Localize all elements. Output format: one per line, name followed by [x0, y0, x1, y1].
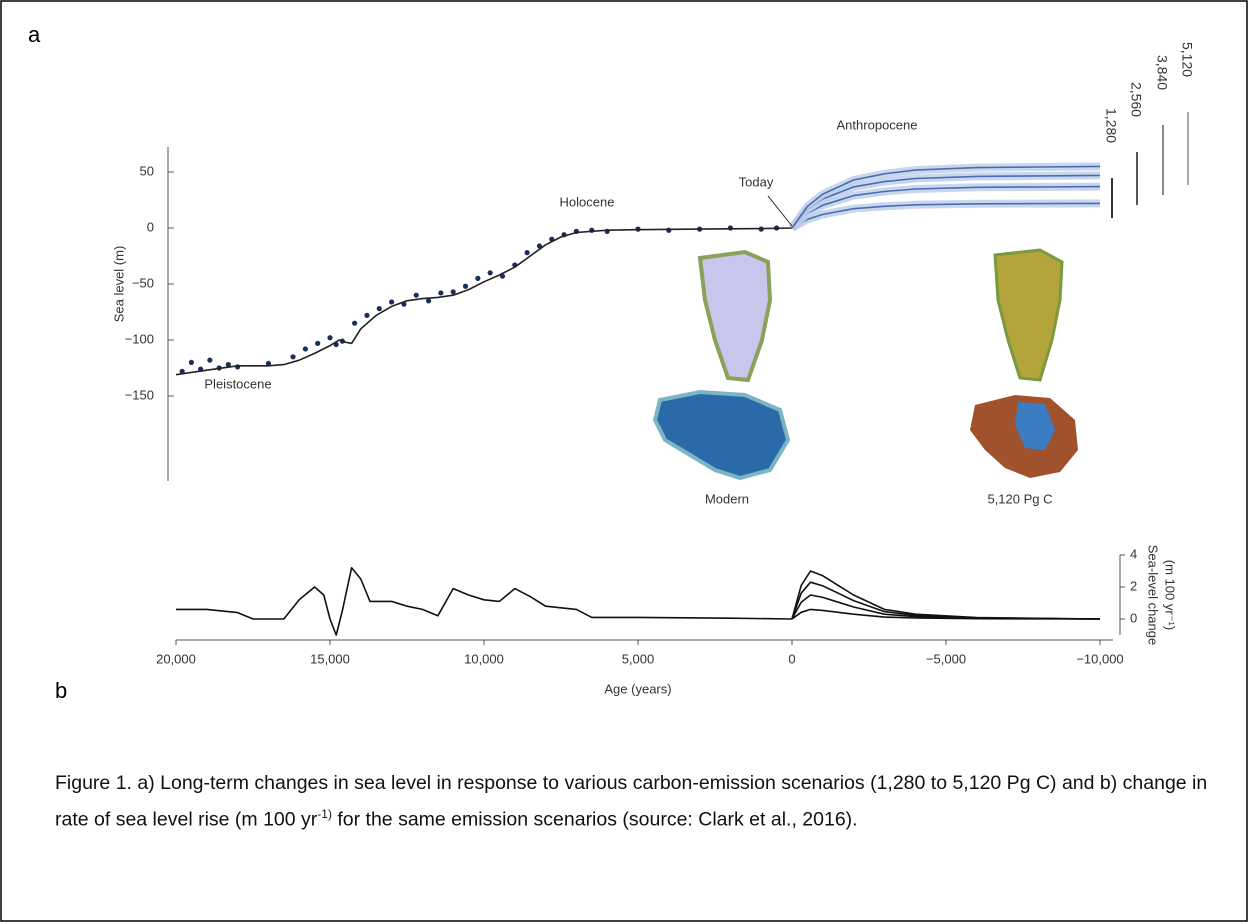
legend-label: 5,120: [1179, 42, 1195, 77]
y-axis-title: Sea level (m): [111, 246, 126, 323]
legend-label: 2,560: [1128, 82, 1144, 117]
x-tick-label: −10,000: [1076, 651, 1123, 666]
annotation: 5,120 Pg C: [987, 491, 1052, 506]
data-point: [364, 313, 369, 318]
legend-label: 3,840: [1154, 55, 1170, 90]
caption-text: for the same emission scenarios (source:…: [332, 809, 858, 831]
annotation: Modern: [705, 491, 749, 506]
panel-label: b: [55, 678, 67, 703]
x-tick-label: 15,000: [310, 651, 350, 666]
caption: Figure 1. a) Long-term changes in sea le…: [55, 768, 1235, 836]
page: {"panel_labels": ["a", "b"], "caption": …: [0, 0, 1248, 922]
y-axis-title: (m 100 yr⁻¹): [1163, 560, 1178, 630]
data-point: [290, 354, 295, 359]
y-tick-label: −100: [125, 331, 154, 346]
ice-sheet-illustrations: [655, 250, 1078, 478]
antarctica-modern: [655, 392, 788, 478]
annotation-pointer: [768, 196, 792, 226]
data-point: [352, 321, 357, 326]
y-tick-label: 50: [140, 163, 154, 178]
greenland-future: [995, 250, 1062, 380]
y-tick-label: −50: [132, 275, 154, 290]
annotation: Today: [739, 174, 774, 189]
data-point: [389, 299, 394, 304]
x-tick-label: 10,000: [464, 651, 504, 666]
data-line: [792, 582, 1100, 619]
data-point: [525, 250, 530, 255]
data-point: [189, 360, 194, 365]
data-point: [666, 228, 671, 233]
data-point: [475, 276, 480, 281]
data-point: [327, 335, 332, 340]
data-line: [176, 568, 792, 635]
caption-superscript: -1): [317, 807, 332, 821]
y-tick-label: 4: [1130, 546, 1137, 561]
data-point: [463, 284, 468, 289]
x-tick-label: 5,000: [622, 651, 655, 666]
y-axis-title: Sea-level change: [1146, 545, 1161, 645]
data-point: [488, 270, 493, 275]
x-tick-label: 0: [788, 651, 795, 666]
x-tick-label: 20,000: [156, 651, 196, 666]
uncertainty-band: [792, 203, 1100, 228]
y-tick-label: −150: [125, 387, 154, 402]
annotation: Anthropocene: [837, 117, 918, 132]
annotation: Pleistocene: [204, 376, 271, 391]
y-tick-label: 2: [1130, 578, 1137, 593]
x-axis-title: Age (years): [604, 681, 671, 696]
data-point: [451, 289, 456, 294]
annotation: Holocene: [560, 194, 615, 209]
data-point: [315, 341, 320, 346]
panel-label: a: [28, 22, 41, 47]
legend-label: 1,280: [1103, 108, 1119, 143]
data-point: [377, 306, 382, 311]
greenland-modern: [700, 252, 770, 380]
y-tick-label: 0: [1130, 610, 1137, 625]
data-point: [207, 358, 212, 363]
y-tick-label: 0: [147, 219, 154, 234]
x-tick-label: −5,000: [926, 651, 966, 666]
data-line: [176, 228, 792, 375]
data-point: [728, 225, 733, 230]
data-point: [438, 290, 443, 295]
data-point: [303, 346, 308, 351]
data-point: [414, 293, 419, 298]
